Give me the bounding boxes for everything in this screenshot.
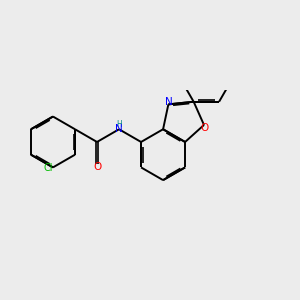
Text: O: O	[200, 123, 209, 133]
Text: Cl: Cl	[44, 163, 53, 173]
Text: N: N	[165, 97, 173, 107]
Text: N: N	[115, 124, 123, 134]
Text: H: H	[116, 120, 122, 129]
Text: O: O	[93, 162, 101, 172]
